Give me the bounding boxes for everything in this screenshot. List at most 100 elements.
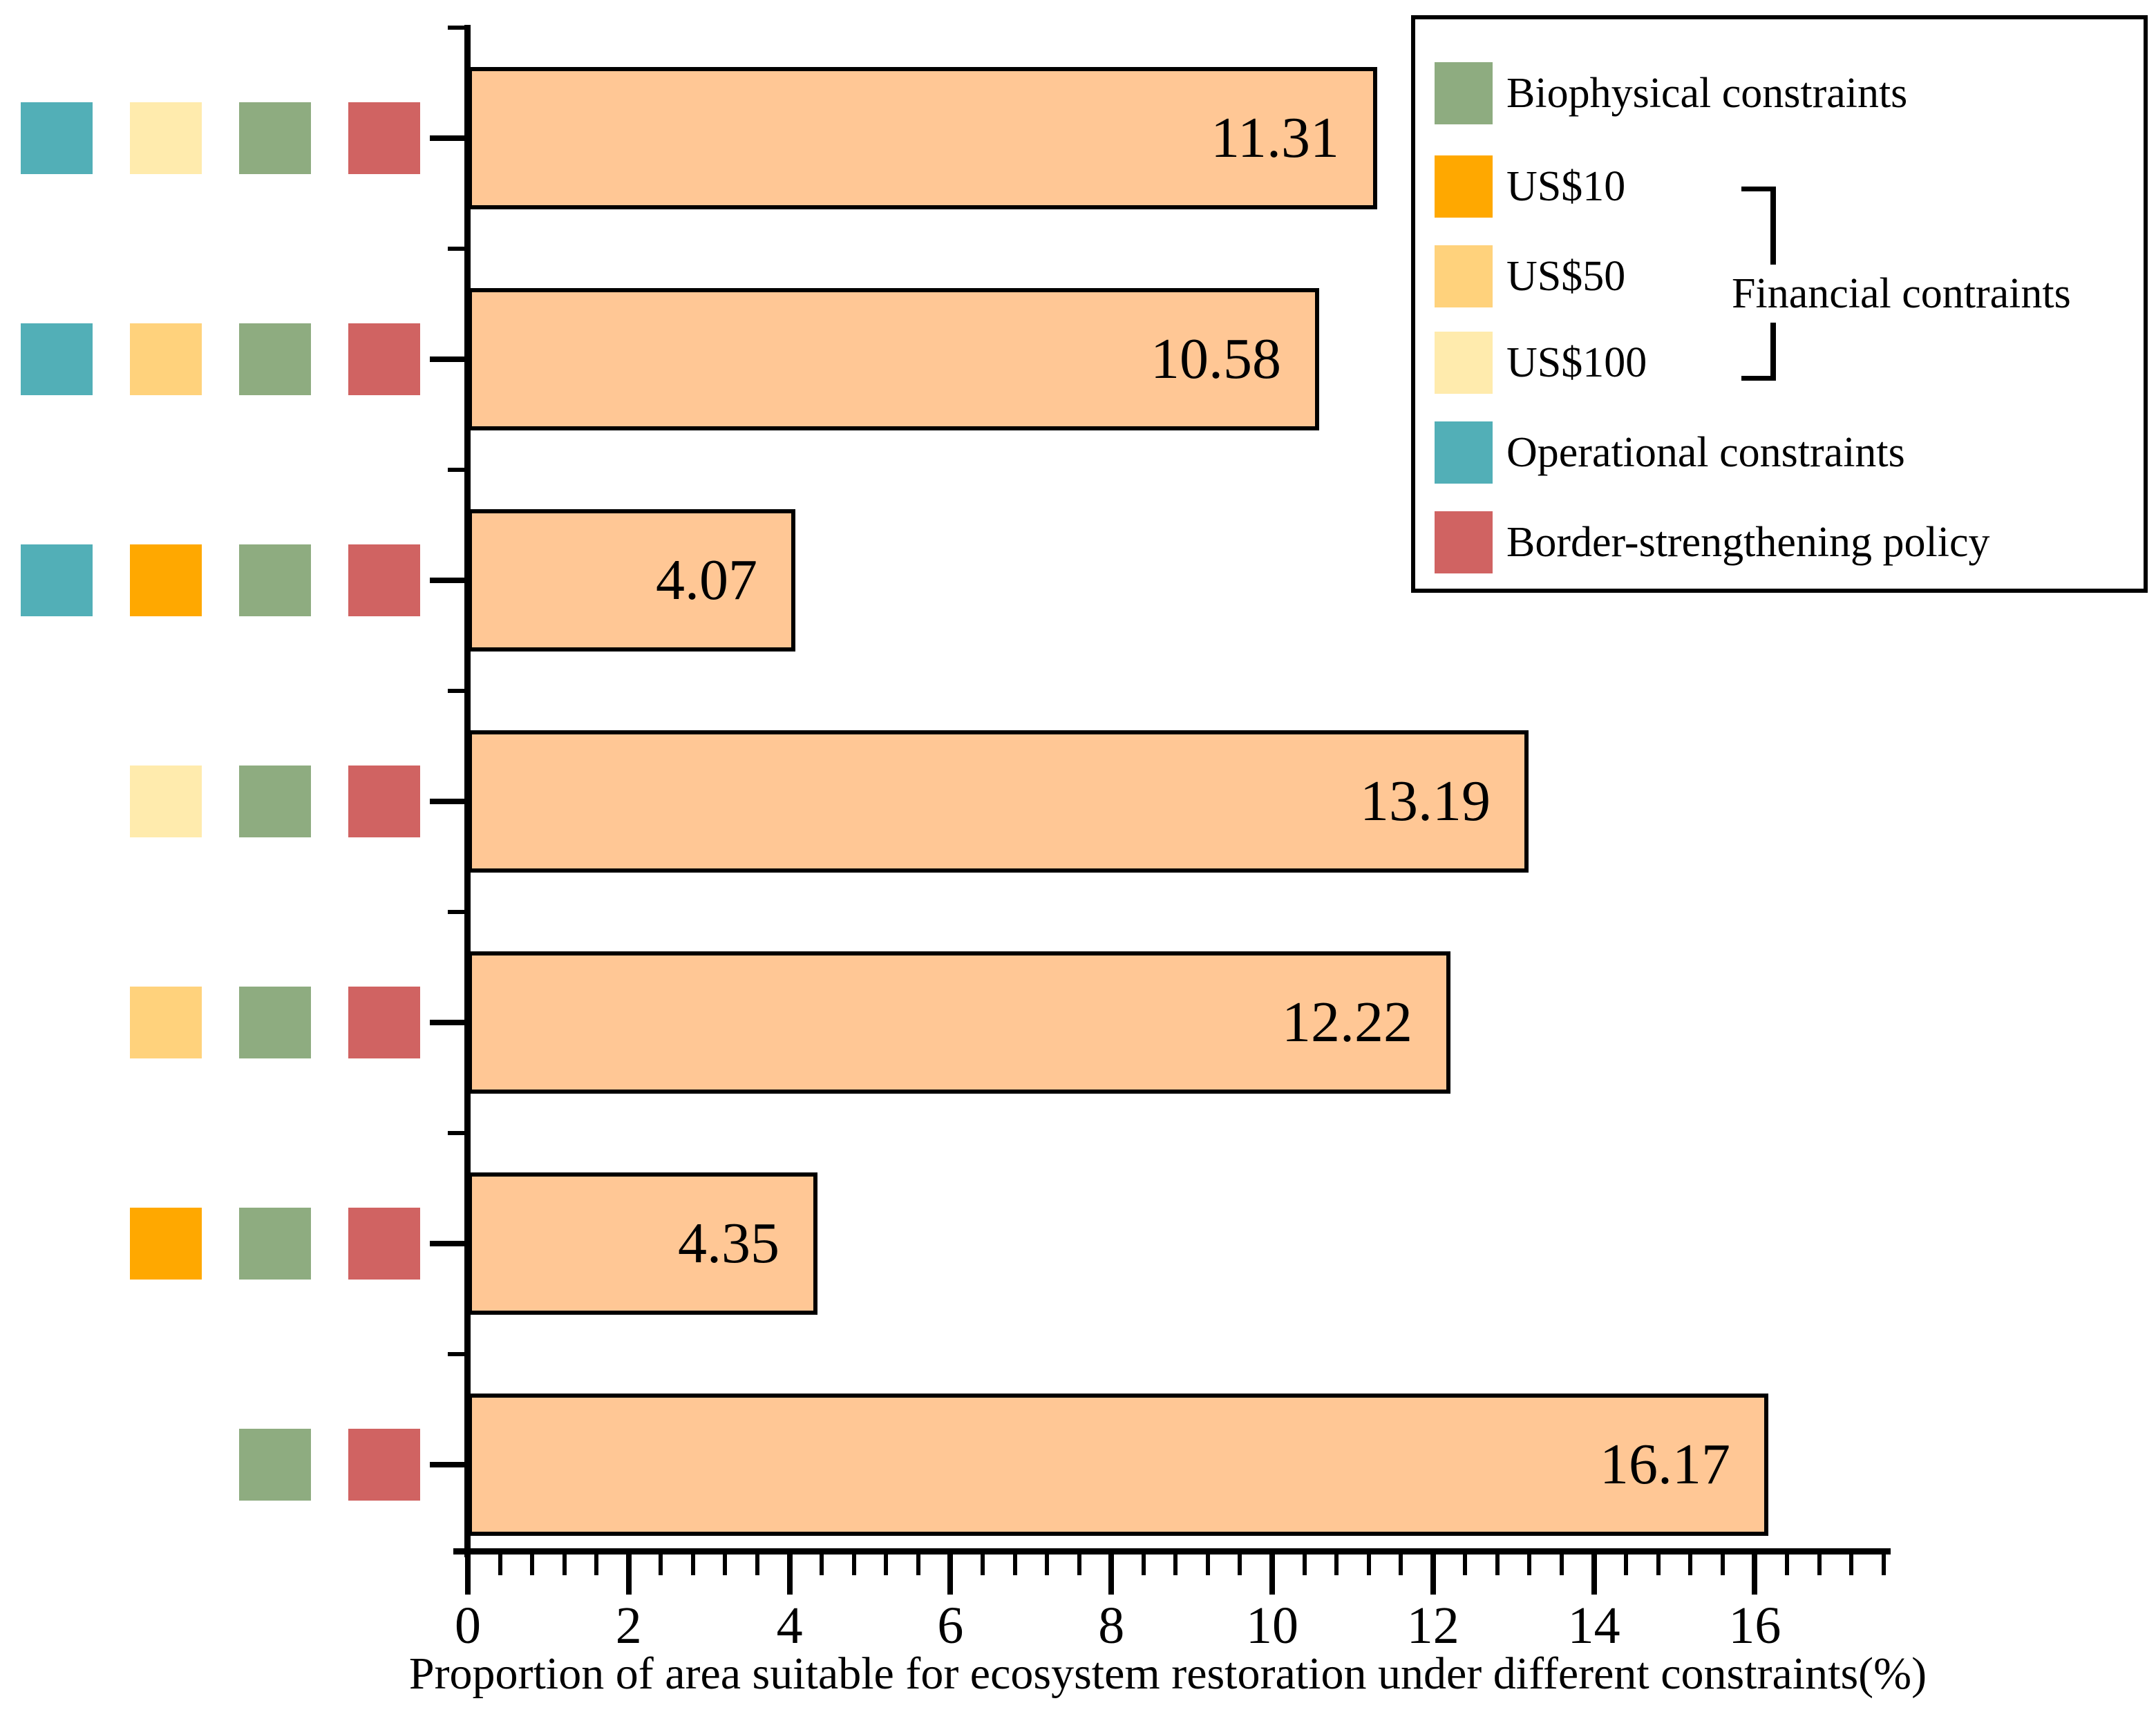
x-minor-tick bbox=[980, 1554, 985, 1575]
constraint-swatch-biophysical bbox=[239, 323, 311, 395]
x-major-tick bbox=[1591, 1554, 1597, 1595]
y-major-tick bbox=[430, 1241, 468, 1246]
constraint-swatch-border-policy bbox=[348, 987, 420, 1058]
x-minor-tick bbox=[820, 1554, 824, 1575]
y-minor-tick bbox=[448, 26, 468, 30]
legend-label-operational: Operational constraints bbox=[1506, 429, 1905, 476]
financial-bracket-bottom-arm bbox=[1741, 376, 1776, 381]
constraint-swatch-border-policy bbox=[348, 766, 420, 837]
x-minor-tick bbox=[1527, 1554, 1532, 1575]
x-tick-label: 12 bbox=[1406, 1597, 1459, 1655]
bar-value-label: 16.17 bbox=[1600, 1432, 1730, 1496]
constraint-swatch-biophysical bbox=[239, 766, 311, 837]
legend-swatch-biophysical bbox=[1435, 62, 1493, 124]
bar bbox=[468, 288, 1319, 430]
legend-label-us100: US$100 bbox=[1506, 339, 1647, 386]
y-major-tick bbox=[430, 135, 468, 141]
x-tick-label: 8 bbox=[1098, 1597, 1125, 1655]
legend-swatch-operational bbox=[1435, 421, 1493, 484]
constraint-swatch-us10 bbox=[130, 1208, 202, 1280]
legend-label-us10: US$10 bbox=[1506, 163, 1626, 210]
x-axis-line bbox=[453, 1548, 1891, 1554]
x-minor-tick bbox=[1302, 1554, 1307, 1575]
bar bbox=[468, 67, 1377, 209]
bar bbox=[468, 1172, 817, 1315]
x-minor-tick bbox=[1077, 1554, 1081, 1575]
x-minor-tick bbox=[1463, 1554, 1468, 1575]
x-tick-label: 6 bbox=[937, 1597, 964, 1655]
legend-swatch-us100 bbox=[1435, 332, 1493, 394]
constraint-swatch-operational bbox=[21, 544, 93, 616]
y-minor-tick bbox=[448, 1131, 468, 1135]
x-minor-tick bbox=[1238, 1554, 1242, 1575]
legend-label-biophysical: Biophysical constraints bbox=[1506, 70, 1908, 117]
x-minor-tick bbox=[498, 1554, 502, 1575]
legend-swatch-us50 bbox=[1435, 245, 1493, 307]
x-minor-tick bbox=[659, 1554, 663, 1575]
bar-value-label: 4.07 bbox=[656, 548, 757, 612]
constraint-swatch-us50 bbox=[130, 987, 202, 1058]
x-tick-label: 14 bbox=[1567, 1597, 1620, 1655]
constraint-swatch-border-policy bbox=[348, 1429, 420, 1501]
x-minor-tick bbox=[1849, 1554, 1854, 1575]
x-minor-tick bbox=[1334, 1554, 1339, 1575]
x-tick-label: 10 bbox=[1246, 1597, 1298, 1655]
constraint-swatch-biophysical bbox=[239, 544, 311, 616]
x-minor-tick bbox=[1656, 1554, 1661, 1575]
x-minor-tick bbox=[530, 1554, 535, 1575]
x-axis-title: Proportion of area suitable for ecosyste… bbox=[408, 1648, 1927, 1699]
x-major-tick bbox=[625, 1554, 632, 1595]
x-major-tick bbox=[1752, 1554, 1758, 1595]
x-minor-tick bbox=[594, 1554, 599, 1575]
y-major-tick bbox=[430, 1462, 468, 1467]
constraint-swatch-us10 bbox=[130, 544, 202, 616]
bar bbox=[468, 730, 1529, 873]
x-major-tick bbox=[947, 1554, 954, 1595]
x-minor-tick bbox=[1045, 1554, 1050, 1575]
legend-label-border-policy: Border-strengthening policy bbox=[1506, 519, 1990, 566]
x-minor-tick bbox=[1624, 1554, 1629, 1575]
x-minor-tick bbox=[723, 1554, 728, 1575]
x-minor-tick bbox=[1784, 1554, 1789, 1575]
constraint-swatch-us100 bbox=[130, 102, 202, 174]
x-major-tick bbox=[1108, 1554, 1115, 1595]
bar-value-label: 13.19 bbox=[1360, 769, 1491, 833]
bar-value-label: 4.35 bbox=[678, 1211, 779, 1275]
bar bbox=[468, 509, 795, 652]
y-minor-tick bbox=[448, 247, 468, 251]
x-minor-tick bbox=[1141, 1554, 1146, 1575]
financial-bracket-top-arm bbox=[1741, 187, 1776, 191]
x-minor-tick bbox=[1399, 1554, 1403, 1575]
constraint-swatch-biophysical bbox=[239, 1429, 311, 1501]
bar-value-label: 11.31 bbox=[1211, 106, 1339, 170]
constraint-swatch-operational bbox=[21, 323, 93, 395]
y-minor-tick bbox=[448, 468, 468, 472]
x-minor-tick bbox=[1012, 1554, 1017, 1575]
legend-label-us50: US$50 bbox=[1506, 253, 1626, 300]
constraint-swatch-us50 bbox=[130, 323, 202, 395]
x-minor-tick bbox=[690, 1554, 695, 1575]
y-major-tick bbox=[430, 356, 468, 362]
constraint-swatch-biophysical bbox=[239, 1208, 311, 1280]
x-minor-tick bbox=[755, 1554, 760, 1575]
x-minor-tick bbox=[884, 1554, 889, 1575]
constraint-swatch-us100 bbox=[130, 766, 202, 837]
x-minor-tick bbox=[562, 1554, 567, 1575]
financial-constraints-group-label: Financial contraints bbox=[1728, 265, 2075, 323]
bar bbox=[468, 1394, 1768, 1536]
x-major-tick bbox=[465, 1554, 471, 1595]
y-minor-tick bbox=[448, 910, 468, 914]
y-major-tick bbox=[430, 1020, 468, 1025]
bar bbox=[468, 951, 1450, 1094]
x-minor-tick bbox=[916, 1554, 920, 1575]
constraint-swatch-border-policy bbox=[348, 544, 420, 616]
constraint-swatch-biophysical bbox=[239, 102, 311, 174]
bar-value-label: 10.58 bbox=[1151, 327, 1281, 391]
x-minor-tick bbox=[1560, 1554, 1564, 1575]
constraint-swatch-border-policy bbox=[348, 1208, 420, 1280]
y-axis-line bbox=[464, 25, 471, 1557]
constraint-swatch-border-policy bbox=[348, 323, 420, 395]
x-minor-tick bbox=[1205, 1554, 1210, 1575]
x-major-tick bbox=[1430, 1554, 1436, 1595]
